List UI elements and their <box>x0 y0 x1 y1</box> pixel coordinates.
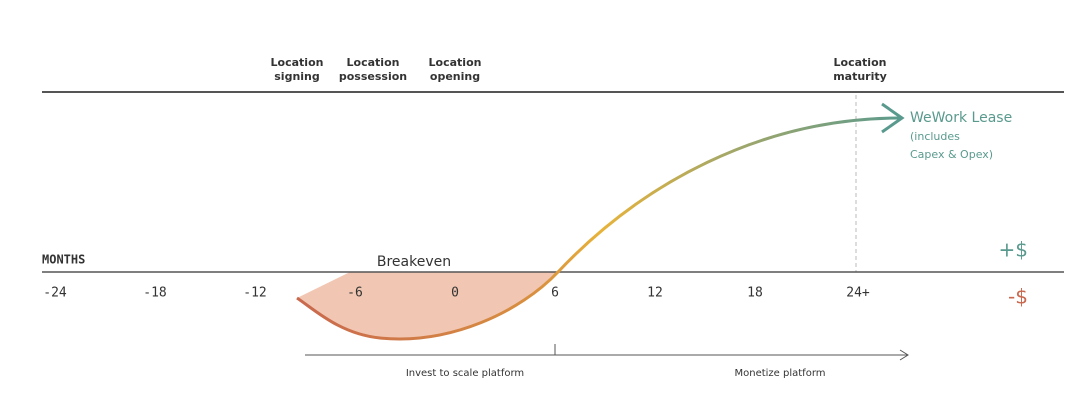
milestone-label: possession <box>339 70 407 83</box>
axis-title: MONTHS <box>42 253 85 267</box>
milestone-label: maturity <box>833 70 887 83</box>
tick-label: -18 <box>143 286 166 301</box>
milestone-label: Location <box>834 56 887 69</box>
negative-label: -$ <box>1008 285 1028 309</box>
curve-arrowhead <box>881 102 905 134</box>
tick-label: -6 <box>347 286 363 301</box>
tick-label: 12 <box>647 286 663 301</box>
milestone-label: signing <box>274 70 320 83</box>
milestone-label: opening <box>430 70 480 83</box>
phase-arrowhead <box>899 349 909 361</box>
investment-area <box>297 272 558 339</box>
milestone-label: Location <box>347 56 400 69</box>
lease-curve <box>296 116 901 341</box>
tick-label: 0 <box>451 286 459 301</box>
lease-note: Capex & Opex) <box>910 148 993 161</box>
tick-labels: -24 -18 -12 -6 0 6 12 18 24+ <box>43 286 870 301</box>
phase-label: Monetize platform <box>734 368 825 379</box>
positive-label: +$ <box>999 238 1028 262</box>
tick-label: -12 <box>243 286 266 301</box>
lease-name: WeWork Lease <box>910 110 1012 126</box>
tick-label: -24 <box>43 286 67 301</box>
milestone-label: Location <box>271 56 324 69</box>
breakeven-label: Breakeven <box>377 254 451 270</box>
milestones: LocationsigningLocationpossessionLocatio… <box>271 56 887 83</box>
lease-note: (includes <box>910 130 960 143</box>
tick-label: 6 <box>551 286 559 301</box>
tick-label: 18 <box>747 286 763 301</box>
milestone-label: Location <box>429 56 482 69</box>
tick-label: 24+ <box>846 286 870 301</box>
phase-label: Invest to scale platform <box>406 368 524 379</box>
